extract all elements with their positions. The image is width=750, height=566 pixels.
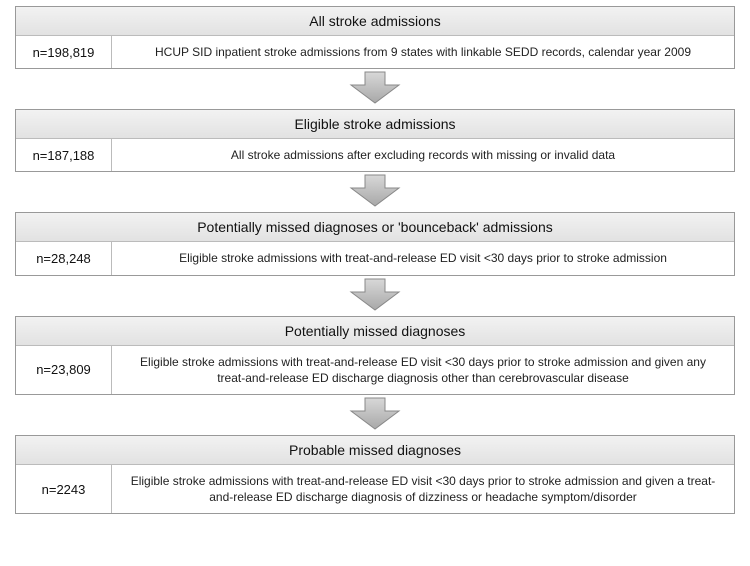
step-title: Potentially missed diagnoses or 'bounceb… (16, 213, 734, 242)
step-body: n=2243 Eligible stroke admissions with t… (16, 465, 734, 513)
step-title: Probable missed diagnoses (16, 436, 734, 465)
down-arrow-icon (348, 278, 402, 312)
flow-step-4: Potentially missed diagnoses n=23,809 El… (15, 316, 735, 395)
down-arrow-icon (348, 71, 402, 105)
step-description: Eligible stroke admissions with treat-an… (112, 242, 734, 274)
step-description: Eligible stroke admissions with treat-an… (112, 346, 734, 394)
step-n: n=2243 (16, 465, 112, 513)
step-n: n=187,188 (16, 139, 112, 171)
step-n: n=198,819 (16, 36, 112, 68)
step-description: All stroke admissions after excluding re… (112, 139, 734, 171)
down-arrow-icon (348, 397, 402, 431)
step-title: All stroke admissions (16, 7, 734, 36)
step-description: HCUP SID inpatient stroke admissions fro… (112, 36, 734, 68)
down-arrow-icon (348, 174, 402, 208)
step-n: n=28,248 (16, 242, 112, 274)
step-description: Eligible stroke admissions with treat-an… (112, 465, 734, 513)
step-title: Eligible stroke admissions (16, 110, 734, 139)
flow-step-1: All stroke admissions n=198,819 HCUP SID… (15, 6, 735, 69)
flow-step-3: Potentially missed diagnoses or 'bounceb… (15, 212, 735, 275)
step-title: Potentially missed diagnoses (16, 317, 734, 346)
flow-step-5: Probable missed diagnoses n=2243 Eligibl… (15, 435, 735, 514)
step-body: n=187,188 All stroke admissions after ex… (16, 139, 734, 171)
step-body: n=23,809 Eligible stroke admissions with… (16, 346, 734, 394)
flowchart: All stroke admissions n=198,819 HCUP SID… (14, 6, 736, 514)
step-n: n=23,809 (16, 346, 112, 394)
step-body: n=198,819 HCUP SID inpatient stroke admi… (16, 36, 734, 68)
step-body: n=28,248 Eligible stroke admissions with… (16, 242, 734, 274)
flow-step-2: Eligible stroke admissions n=187,188 All… (15, 109, 735, 172)
